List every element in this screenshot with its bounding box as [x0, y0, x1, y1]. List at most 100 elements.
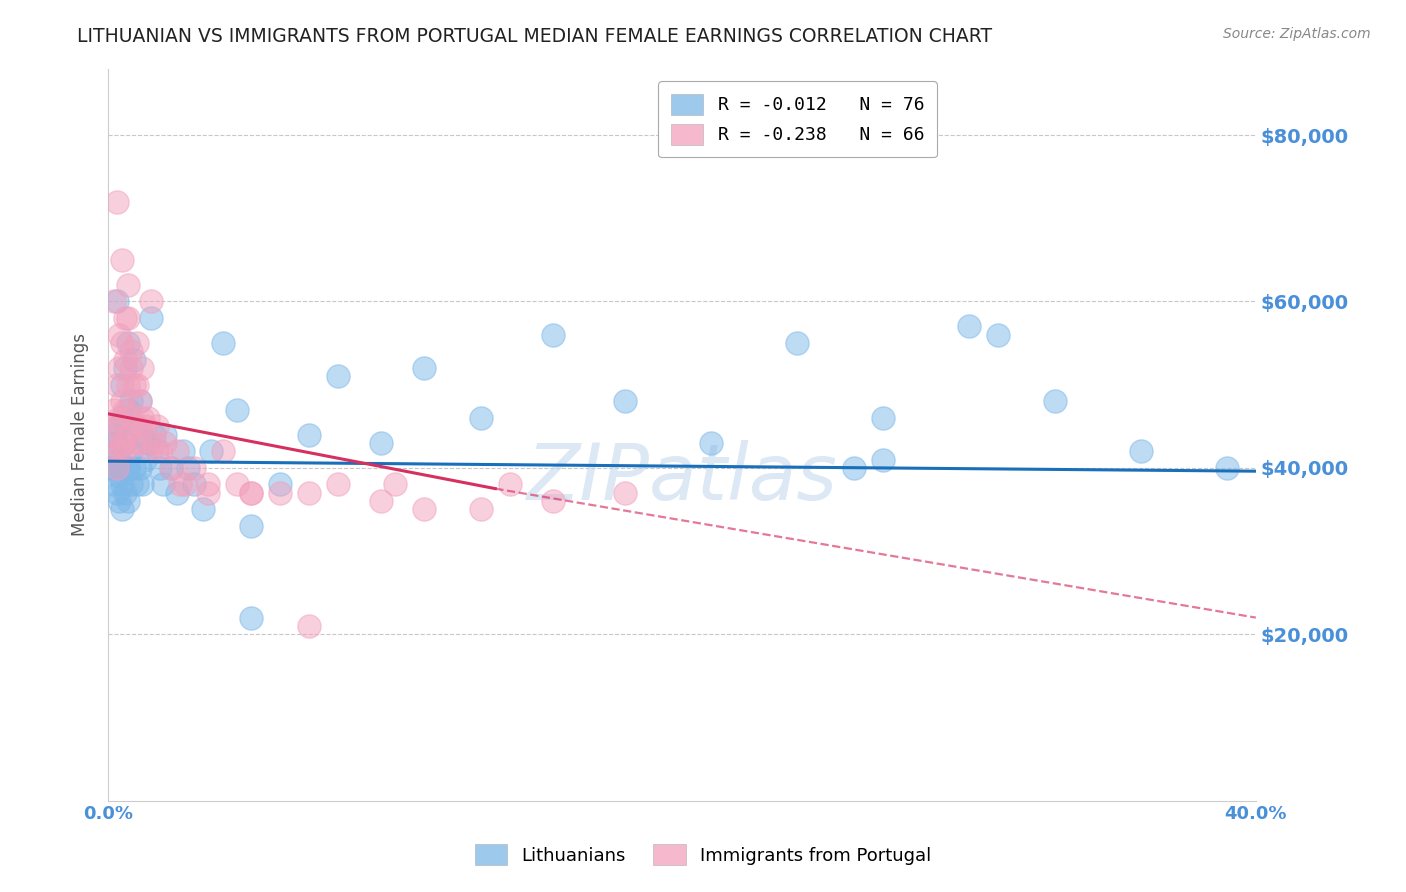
Point [166, 485, 188, 500]
Point [114, 436, 136, 450]
Point [117, 277, 139, 292]
Point [108, 444, 131, 458]
Point [120, 444, 142, 458]
Point [987, 327, 1010, 342]
Point [139, 444, 162, 458]
Point [105, 436, 128, 450]
Point [114, 402, 136, 417]
Point [1043, 394, 1066, 409]
Point [103, 477, 125, 491]
Point [842, 460, 865, 475]
Point [105, 485, 128, 500]
Point [114, 352, 136, 367]
Point [128, 460, 150, 475]
Point [131, 477, 153, 491]
Point [172, 444, 194, 458]
Point [122, 436, 145, 450]
Point [149, 444, 172, 458]
Point [111, 436, 134, 450]
Point [131, 361, 153, 376]
Point [136, 411, 159, 425]
Point [160, 460, 183, 475]
Point [122, 460, 145, 475]
Point [142, 427, 165, 442]
Text: LITHUANIAN VS IMMIGRANTS FROM PORTUGAL MEDIAN FEMALE EARNINGS CORRELATION CHART: LITHUANIAN VS IMMIGRANTS FROM PORTUGAL M… [77, 27, 993, 45]
Point [105, 377, 128, 392]
Point [298, 427, 321, 442]
Point [699, 436, 721, 450]
Point [111, 336, 134, 351]
Point [470, 411, 492, 425]
Point [117, 377, 139, 392]
Point [117, 494, 139, 508]
Point [108, 361, 131, 376]
Point [370, 494, 392, 508]
Point [120, 394, 142, 409]
Point [117, 460, 139, 475]
Point [298, 485, 321, 500]
Point [134, 419, 156, 434]
Point [108, 494, 131, 508]
Point [136, 436, 159, 450]
Point [108, 452, 131, 467]
Point [470, 502, 492, 516]
Point [183, 460, 205, 475]
Point [114, 444, 136, 458]
Point [117, 427, 139, 442]
Point [412, 502, 434, 516]
Y-axis label: Median Female Earnings: Median Female Earnings [72, 333, 89, 536]
Point [298, 619, 321, 633]
Point [122, 352, 145, 367]
Point [111, 477, 134, 491]
Point [226, 477, 249, 491]
Point [146, 444, 169, 458]
Point [146, 419, 169, 434]
Point [117, 311, 139, 326]
Point [108, 419, 131, 434]
Legend: Lithuanians, Immigrants from Portugal: Lithuanians, Immigrants from Portugal [465, 835, 941, 874]
Point [120, 477, 142, 491]
Point [191, 502, 214, 516]
Point [125, 336, 148, 351]
Text: Source: ZipAtlas.com: Source: ZipAtlas.com [1223, 27, 1371, 41]
Point [166, 444, 188, 458]
Point [957, 319, 980, 334]
Point [326, 369, 349, 384]
Point [269, 477, 291, 491]
Point [226, 402, 249, 417]
Point [103, 427, 125, 442]
Point [105, 194, 128, 209]
Point [786, 336, 808, 351]
Point [120, 411, 142, 425]
Point [541, 494, 564, 508]
Point [100, 460, 122, 475]
Point [384, 477, 406, 491]
Point [111, 460, 134, 475]
Point [114, 485, 136, 500]
Point [541, 327, 564, 342]
Point [370, 436, 392, 450]
Point [100, 427, 122, 442]
Point [169, 477, 191, 491]
Point [872, 411, 894, 425]
Point [125, 377, 148, 392]
Point [131, 427, 153, 442]
Point [326, 477, 349, 491]
Point [613, 394, 636, 409]
Text: ZIPatlas: ZIPatlas [526, 441, 838, 516]
Point [108, 469, 131, 483]
Point [240, 485, 263, 500]
Point [111, 252, 134, 267]
Point [1130, 444, 1153, 458]
Point [111, 411, 134, 425]
Legend: R = -0.012   N = 76, R = -0.238   N = 66: R = -0.012 N = 76, R = -0.238 N = 66 [658, 81, 936, 157]
Point [240, 610, 263, 624]
Point [103, 294, 125, 309]
Point [120, 344, 142, 359]
Point [111, 394, 134, 409]
Point [117, 336, 139, 351]
Point [108, 327, 131, 342]
Point [142, 436, 165, 450]
Point [499, 477, 522, 491]
Point [108, 411, 131, 425]
